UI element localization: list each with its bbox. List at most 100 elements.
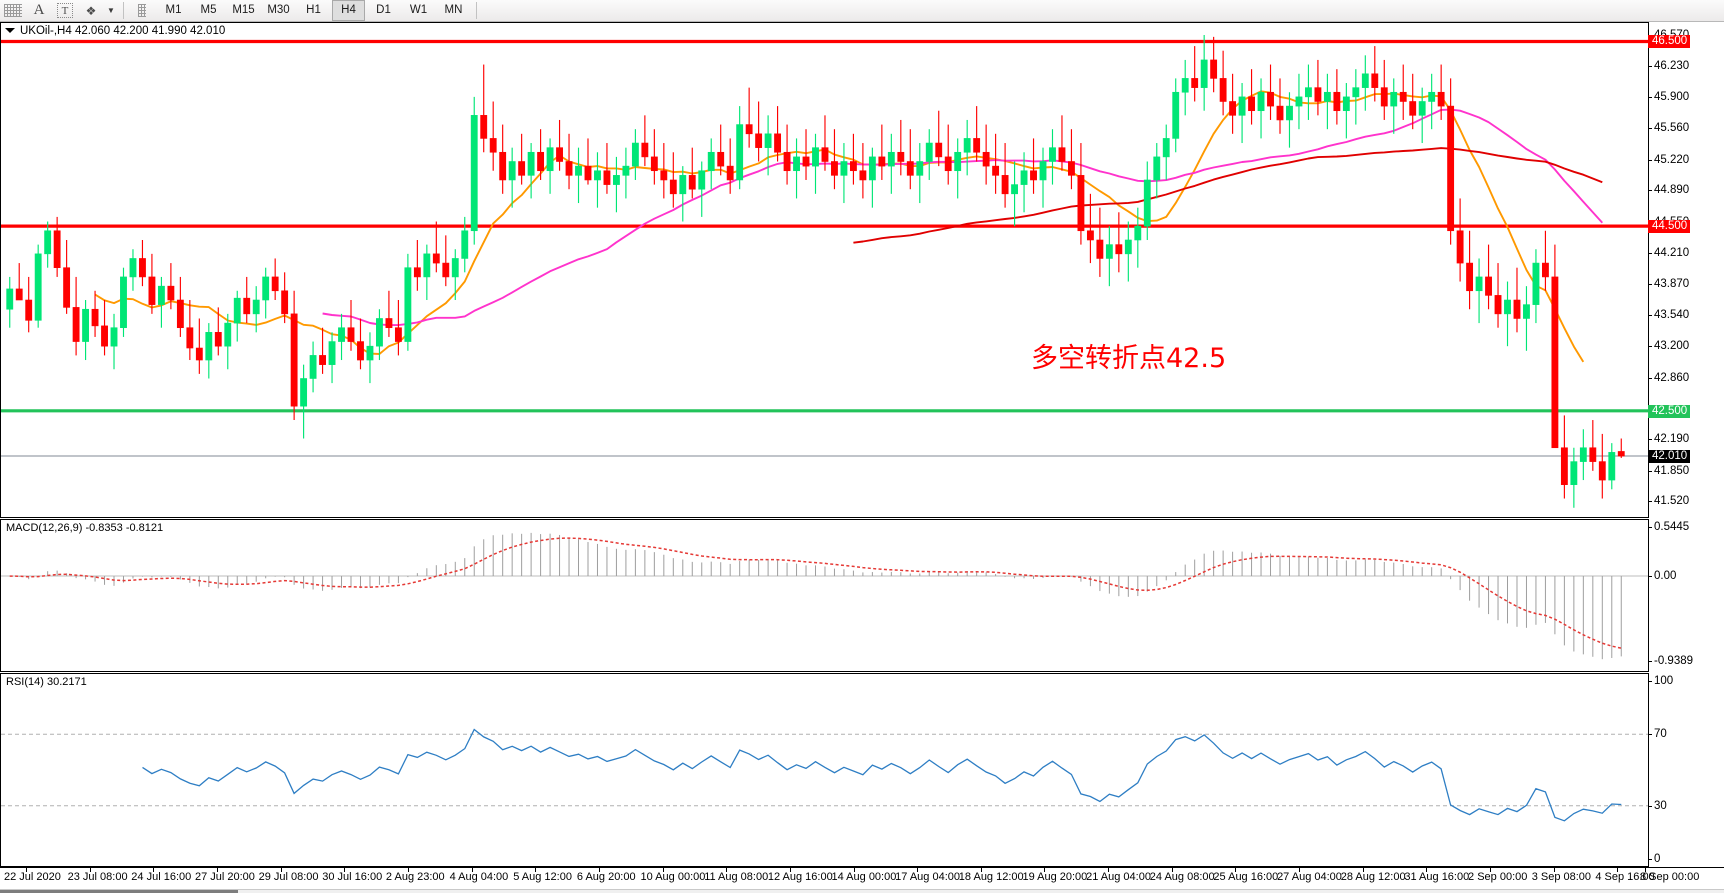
periodicity-icon[interactable] bbox=[129, 1, 155, 21]
candle-body bbox=[1210, 59, 1218, 79]
candle-body bbox=[271, 276, 279, 292]
timeframe-w1[interactable]: W1 bbox=[409, 4, 428, 16]
candle-body bbox=[1513, 299, 1521, 319]
dropdown-caret-icon[interactable]: ▼ bbox=[107, 6, 115, 15]
time-axis-tick bbox=[280, 868, 282, 872]
time-tick-label: 8 Sep 00:00 bbox=[1640, 871, 1700, 883]
resistance-level-badge[interactable]: 46.500 bbox=[1648, 35, 1691, 49]
resistance-level-badge[interactable]: 44.500 bbox=[1648, 220, 1691, 234]
macd-panel[interactable]: MACD(12,26,9) -0.8353 -0.8121 bbox=[0, 519, 1649, 672]
candle-body bbox=[963, 138, 971, 153]
timeframe-m5[interactable]: M5 bbox=[200, 4, 217, 16]
timeframe-mn[interactable]: MN bbox=[444, 4, 463, 16]
support-level-badge[interactable]: 42.500 bbox=[1648, 404, 1691, 418]
candle-body bbox=[726, 165, 734, 181]
candle-body bbox=[707, 151, 715, 172]
time-axis-tick bbox=[1553, 868, 1555, 872]
rsi-panel[interactable]: RSI(14) 30.2171 bbox=[0, 673, 1649, 867]
axis-tick bbox=[1648, 501, 1652, 503]
candle-body bbox=[1229, 101, 1237, 116]
price-tick-label: 44.210 bbox=[1654, 246, 1690, 259]
collapse-triangle-icon[interactable] bbox=[5, 28, 15, 33]
rsi-chart-svg bbox=[1, 728, 1648, 822]
candle-body bbox=[338, 327, 345, 342]
candle-body bbox=[1124, 239, 1132, 255]
price-scale[interactable]: 46.57046.23045.90045.56045.22044.89044.5… bbox=[1648, 22, 1724, 867]
candle-body bbox=[1409, 101, 1417, 116]
time-tick-label: 24 Jul 16:00 bbox=[131, 871, 192, 883]
chart-area[interactable]: UKOil-,H4 42.060 42.200 41.990 42.010 多空… bbox=[0, 22, 1724, 893]
text-label-A-icon[interactable]: A bbox=[33, 2, 45, 18]
candle-body bbox=[1191, 78, 1199, 88]
candle-body bbox=[1352, 87, 1360, 98]
price-tick-label: 45.560 bbox=[1654, 122, 1690, 135]
candle-body bbox=[82, 308, 90, 342]
price-panel[interactable]: UKOil-,H4 42.060 42.200 41.990 42.010 多空… bbox=[0, 22, 1649, 518]
axis-tick bbox=[1648, 734, 1652, 736]
candle-body bbox=[1447, 105, 1455, 232]
text-box-icon[interactable]: T bbox=[57, 3, 73, 18]
candle-body bbox=[802, 156, 810, 167]
candle-body bbox=[613, 175, 620, 185]
time-axis-tick bbox=[853, 868, 855, 872]
candle-body bbox=[1086, 230, 1094, 241]
macd-tick-label: -0.9389 bbox=[1654, 654, 1694, 667]
timeframe-d1[interactable]: D1 bbox=[376, 4, 391, 16]
grid-icon[interactable] bbox=[0, 1, 26, 21]
candle-body bbox=[34, 253, 42, 321]
candle-body bbox=[129, 258, 137, 278]
axis-tick bbox=[1648, 346, 1652, 348]
candle-body bbox=[120, 276, 127, 329]
candle-body bbox=[537, 151, 545, 172]
candle-body bbox=[432, 253, 440, 264]
time-axis-tick bbox=[535, 868, 537, 872]
axis-tick bbox=[1648, 159, 1652, 161]
axis-tick bbox=[1648, 128, 1652, 130]
candle-body bbox=[423, 253, 431, 278]
timeframe-h1[interactable]: H1 bbox=[306, 4, 321, 16]
macd-tick-label: 0.00 bbox=[1654, 570, 1677, 583]
time-axis[interactable]: 22 Jul 2020 23 Jul 08:00 24 Jul 16:00 27 Ju… bbox=[0, 867, 1724, 893]
candle-body bbox=[309, 355, 317, 379]
time-axis-tick bbox=[1362, 868, 1364, 872]
candle-body bbox=[1551, 276, 1559, 449]
candle-body bbox=[527, 151, 535, 176]
timeframe-h4[interactable]: H4 bbox=[332, 0, 365, 21]
time-tick-label: 31 Aug 16:00 bbox=[1404, 871, 1470, 883]
candle-body bbox=[1598, 461, 1606, 481]
timeframe-m30[interactable]: M30 bbox=[267, 4, 290, 16]
price-tick-label: 44.890 bbox=[1654, 184, 1690, 197]
objects-icon[interactable]: ❖ bbox=[85, 3, 97, 18]
axis-tick bbox=[1648, 252, 1652, 254]
time-tick-label: 25 Aug 16:00 bbox=[1213, 871, 1279, 883]
candle-body bbox=[840, 161, 848, 176]
candle-body bbox=[53, 230, 61, 268]
horizontal-scrollbar[interactable] bbox=[0, 889, 1724, 893]
candle-body bbox=[186, 327, 194, 349]
candle-body bbox=[982, 151, 990, 167]
candle-body bbox=[1361, 73, 1369, 88]
candle-body bbox=[660, 170, 668, 181]
candle-body bbox=[745, 124, 753, 135]
rsi-tick-label: 30 bbox=[1654, 799, 1667, 812]
candle-body bbox=[1134, 225, 1142, 241]
macd-histogram bbox=[18, 532, 1622, 660]
time-tick-label: 12 Aug 16:00 bbox=[767, 871, 833, 883]
timeframe-m1[interactable]: M1 bbox=[165, 4, 182, 16]
scrollbar-thumb[interactable] bbox=[0, 890, 238, 893]
last-price-badge[interactable]: 42.010 bbox=[1648, 450, 1691, 464]
candle-body bbox=[385, 318, 393, 329]
macd-tick-label: 0.5445 bbox=[1654, 520, 1690, 533]
time-tick-label: 17 Aug 04:00 bbox=[895, 871, 960, 883]
candle-body bbox=[1541, 262, 1549, 278]
candle-body bbox=[290, 313, 298, 407]
candle-body bbox=[1039, 161, 1047, 181]
time-axis-tick bbox=[726, 868, 728, 872]
candle-body bbox=[1068, 161, 1075, 176]
time-axis-tick bbox=[1044, 868, 1046, 872]
candle-body bbox=[6, 288, 14, 310]
candle-body bbox=[944, 156, 952, 172]
timeframe-m15[interactable]: M15 bbox=[232, 4, 255, 16]
candle-body bbox=[44, 230, 52, 255]
candle-body bbox=[413, 267, 421, 278]
